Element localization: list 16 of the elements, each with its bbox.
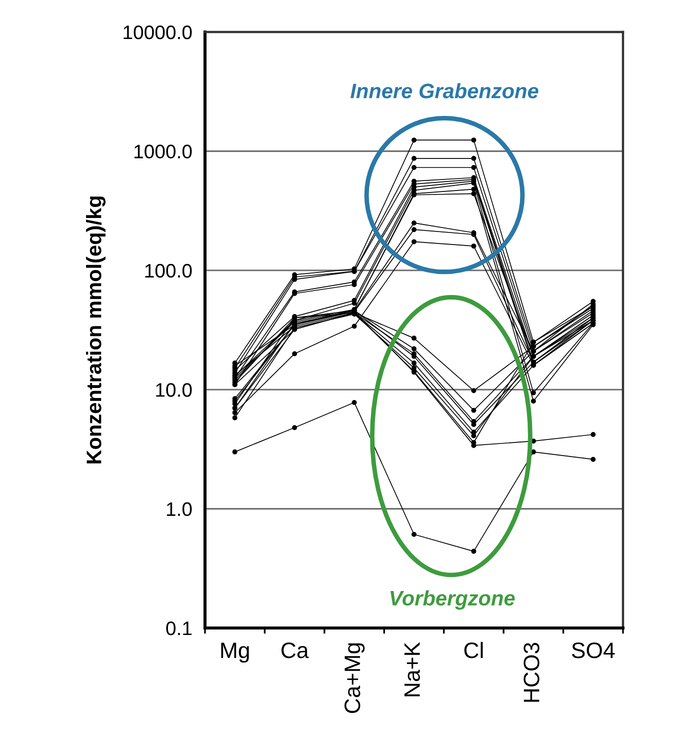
y-axis-title: Konzentration mmol(eq)/kg	[86, 196, 106, 464]
annotation: Vorbergzone	[390, 590, 515, 610]
y-tick-label: 10000.0	[124, 25, 192, 40]
y-tick-label: 0.1	[166, 621, 192, 636]
annotation: Innere Grabenzone	[350, 83, 538, 98]
x-tick-label: Ca	[281, 642, 309, 658]
y-tick-label: 1.0	[166, 502, 192, 516]
y-tick-label: 10.0	[156, 383, 192, 397]
x-tick-label: HCO3	[524, 642, 540, 702]
x-tick-label: Na+K	[404, 642, 420, 696]
x-tick-label: Cl	[464, 642, 483, 658]
x-tick-label: SO4	[572, 642, 615, 658]
x-tick-label: Ca+Mg	[344, 643, 365, 714]
y-tick-label: 100.0	[145, 264, 192, 278]
x-tick-label: Mg	[221, 642, 249, 663]
y-tick-label: 1000.0	[134, 144, 192, 158]
